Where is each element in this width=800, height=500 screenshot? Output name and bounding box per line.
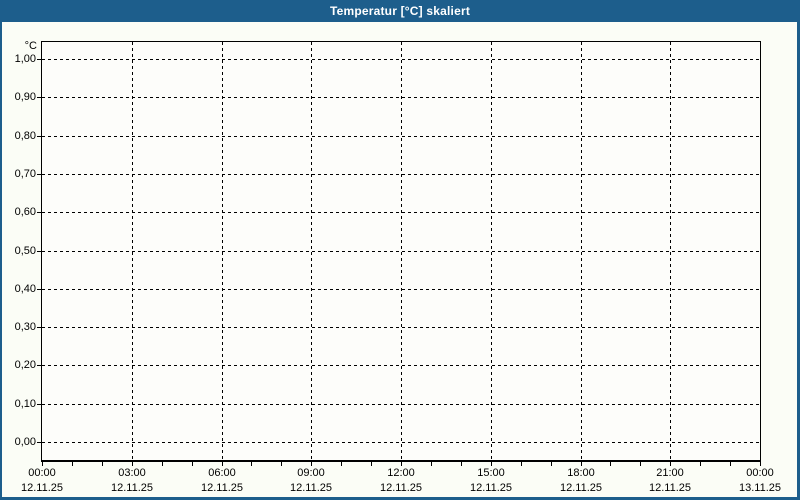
x-axis-tick xyxy=(222,462,223,466)
x-axis-time-label: 06:00 xyxy=(208,467,236,479)
x-axis-time-label: 00:00 xyxy=(746,467,774,479)
x-axis-tick xyxy=(431,462,432,466)
x-axis-tick xyxy=(192,462,193,466)
x-axis-date-label: 12.11.25 xyxy=(559,482,602,494)
x-axis-tick xyxy=(700,462,701,466)
x-axis-time-label: 12:00 xyxy=(387,467,415,479)
title-bar: Temperatur [°C] skaliert xyxy=(0,0,800,22)
gridline-vertical xyxy=(401,42,402,460)
y-axis-tick-label: 0,90 xyxy=(14,91,36,103)
x-axis-tick xyxy=(551,462,552,466)
x-axis-tick xyxy=(581,462,582,466)
y-axis-tick xyxy=(37,212,41,213)
y-axis-tick-label: 0,40 xyxy=(14,283,36,295)
x-axis-time-label: 03:00 xyxy=(118,467,146,479)
x-axis-tick xyxy=(610,462,611,466)
x-axis-tick xyxy=(311,462,312,466)
x-axis-tick xyxy=(251,462,252,466)
y-axis-tick-label: 0,10 xyxy=(14,398,36,410)
x-axis-tick xyxy=(281,462,282,466)
gridline-vertical xyxy=(491,42,492,460)
x-axis-tick xyxy=(640,462,641,466)
x-axis-tick xyxy=(730,462,731,466)
x-axis-date-label: 12.11.25 xyxy=(20,482,63,494)
x-axis-time-label: 15:00 xyxy=(477,467,505,479)
y-axis-tick-label: 0,30 xyxy=(14,321,36,333)
x-axis-date-label: 12.11.25 xyxy=(110,482,153,494)
y-axis-tick xyxy=(37,365,41,366)
y-axis-tick-label: 0,80 xyxy=(14,130,36,142)
chart-title: Temperatur [°C] skaliert xyxy=(329,4,471,18)
x-axis-tick xyxy=(461,462,462,466)
x-axis-tick xyxy=(341,462,342,466)
y-axis-tick xyxy=(37,289,41,290)
y-axis-tick-label: 0,20 xyxy=(14,359,36,371)
y-axis-tick-label: 0,70 xyxy=(14,168,36,180)
y-axis-tick-label: 0,60 xyxy=(14,206,36,218)
x-axis-date-label: 12.11.25 xyxy=(469,482,512,494)
x-axis-tick xyxy=(401,462,402,466)
x-axis-date-label: 12.11.25 xyxy=(648,482,691,494)
x-axis-tick xyxy=(521,462,522,466)
y-axis-tick-label: 0,00 xyxy=(14,436,36,448)
gridline-vertical xyxy=(670,42,671,460)
x-axis-time-label: 18:00 xyxy=(567,467,595,479)
x-axis-tick xyxy=(132,462,133,466)
y-axis-tick xyxy=(37,327,41,328)
gridline-vertical xyxy=(132,42,133,460)
y-axis-tick xyxy=(37,442,41,443)
y-axis-tick xyxy=(37,97,41,98)
x-axis-date-label: 13.11.25 xyxy=(738,482,781,494)
x-axis-tick xyxy=(42,462,43,466)
x-axis-tick xyxy=(72,462,73,466)
y-axis-tick-label: 1,00 xyxy=(14,53,36,65)
y-axis-tick-label: 0,50 xyxy=(14,245,36,257)
y-axis-tick xyxy=(37,59,41,60)
x-axis-tick xyxy=(102,462,103,466)
x-axis-time-label: 21:00 xyxy=(656,467,684,479)
x-axis-time-label: 09:00 xyxy=(297,467,325,479)
x-axis-date-label: 12.11.25 xyxy=(200,482,243,494)
x-axis-tick xyxy=(760,462,761,466)
y-axis-unit-label: °C xyxy=(24,40,37,52)
gridline-vertical xyxy=(581,42,582,460)
y-axis-tick xyxy=(37,136,41,137)
x-axis-tick xyxy=(491,462,492,466)
x-axis-tick xyxy=(670,462,671,466)
x-axis-tick xyxy=(371,462,372,466)
x-axis-date-label: 12.11.25 xyxy=(289,482,332,494)
x-axis-time-label: 00:00 xyxy=(28,467,56,479)
x-axis-tick xyxy=(162,462,163,466)
gridline-vertical xyxy=(222,42,223,460)
gridline-vertical xyxy=(311,42,312,460)
x-axis-date-label: 12.11.25 xyxy=(379,482,422,494)
y-axis-tick xyxy=(37,174,41,175)
y-axis-tick xyxy=(37,404,41,405)
y-axis-tick xyxy=(37,251,41,252)
